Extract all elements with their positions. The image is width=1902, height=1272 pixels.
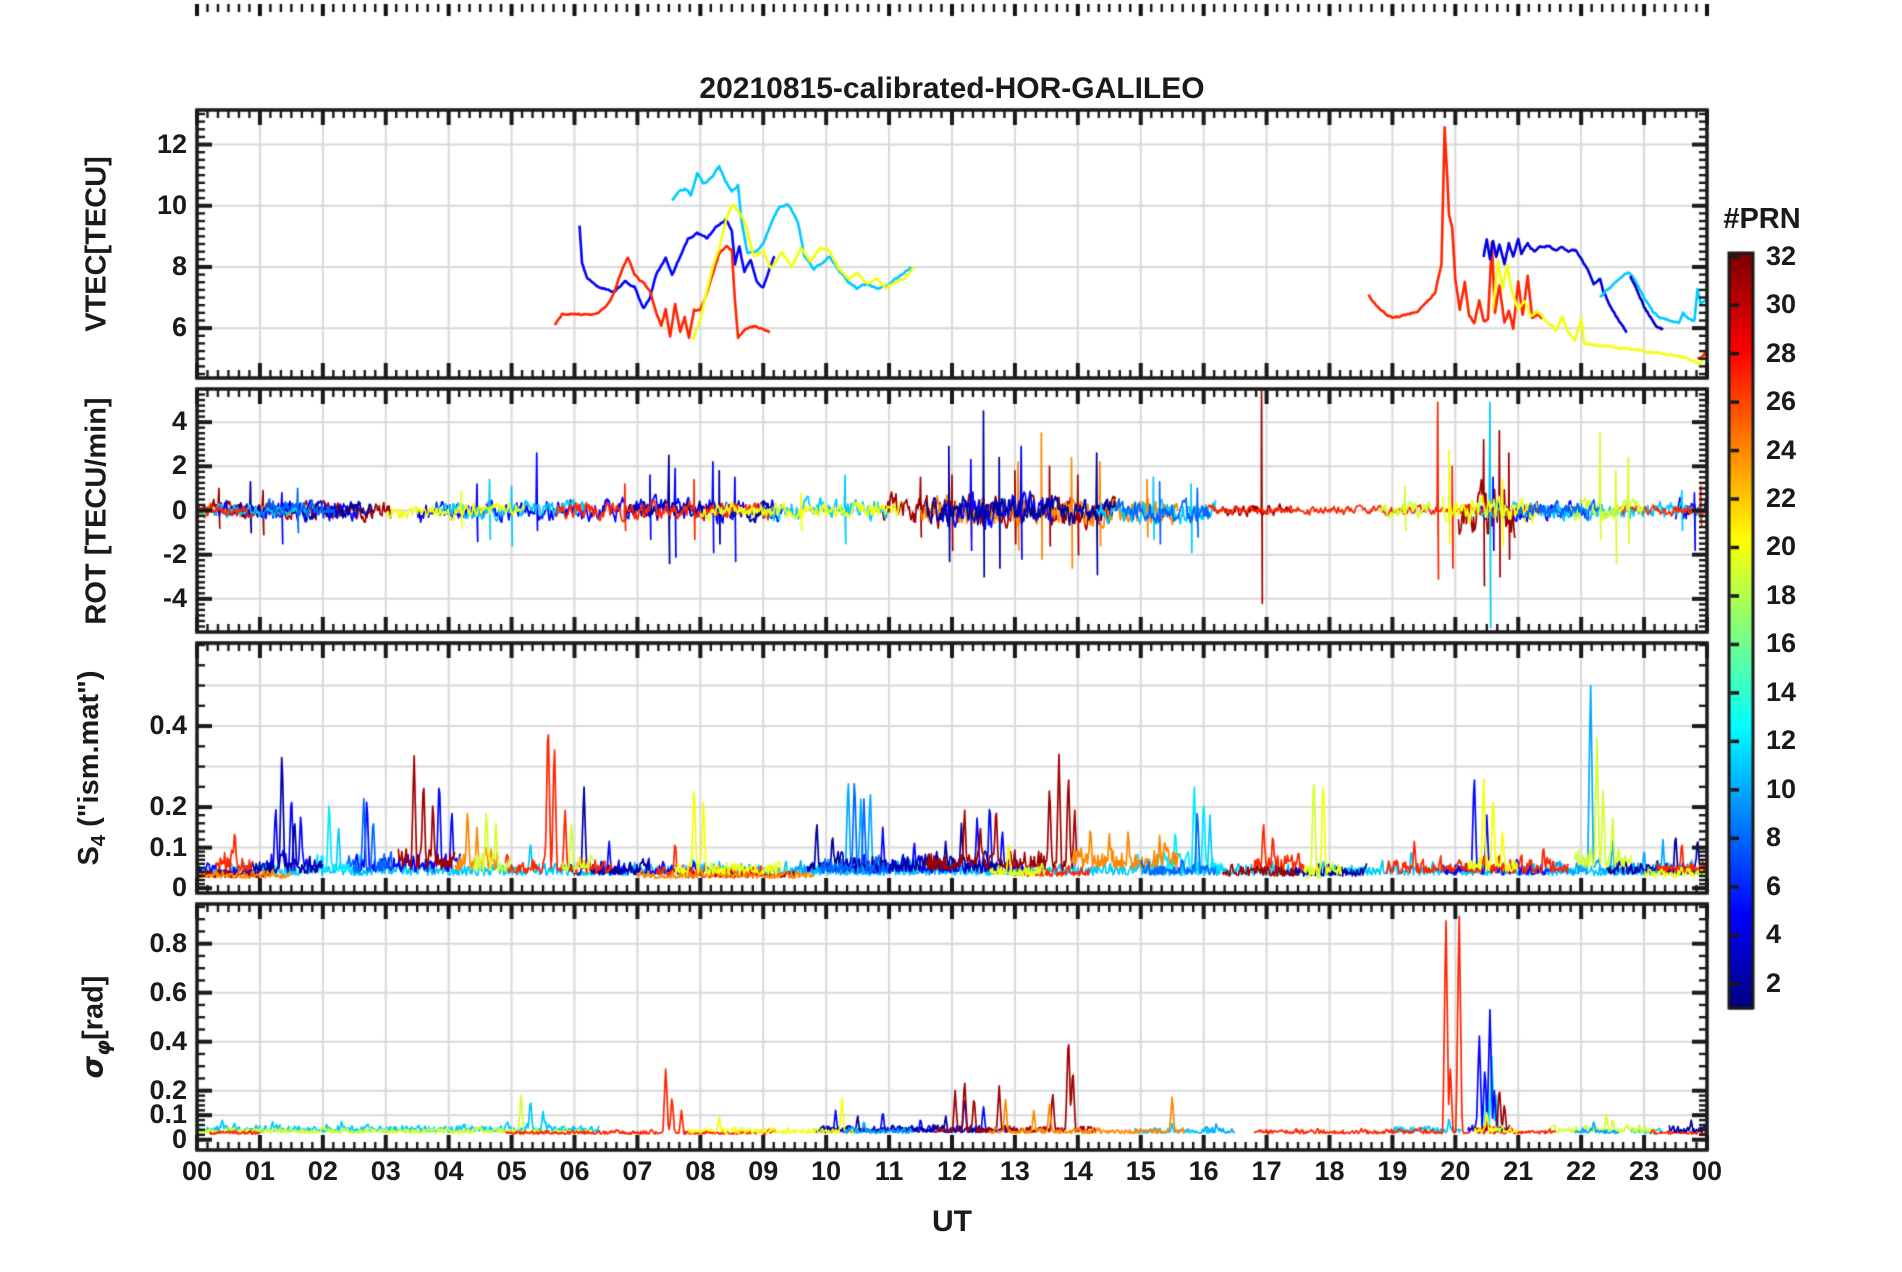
y-tick-label: 0 bbox=[171, 1123, 187, 1154]
y-tick-label: 0.4 bbox=[149, 1025, 187, 1056]
y-tick-label: 0.1 bbox=[149, 1099, 187, 1130]
y-tick-label: -4 bbox=[162, 582, 187, 613]
colorbar-tick-label: 26 bbox=[1766, 386, 1797, 417]
x-tick-label: 06 bbox=[559, 1156, 590, 1186]
x-tick-label: 09 bbox=[748, 1156, 779, 1186]
y-tick-label: 0 bbox=[171, 872, 187, 903]
colorbar-tick-label: 30 bbox=[1766, 289, 1797, 320]
colorbar-tick-label: 20 bbox=[1766, 531, 1797, 562]
y-tick-label: 0.2 bbox=[149, 791, 187, 822]
x-tick-label: 05 bbox=[496, 1156, 527, 1186]
colorbar-tick-label: 10 bbox=[1766, 773, 1797, 804]
y-axis-label-vtec-text: VTEC[TECU] bbox=[80, 156, 113, 332]
x-tick-label: 17 bbox=[1251, 1156, 1282, 1186]
x-tick-label: 20 bbox=[1440, 1156, 1471, 1186]
colorbar-tick-label: 24 bbox=[1766, 434, 1797, 465]
colorbar-title: #PRN bbox=[1723, 203, 1801, 235]
x-axis-label: UT bbox=[932, 1205, 972, 1238]
colorbar-tick-label: 12 bbox=[1766, 725, 1797, 756]
colorbar-tick-label: 14 bbox=[1766, 676, 1797, 707]
x-tick-label: 22 bbox=[1566, 1156, 1597, 1186]
x-tick-label: 00 bbox=[1691, 1156, 1723, 1186]
x-tick-label: 23 bbox=[1629, 1156, 1660, 1186]
y-tick-label: -2 bbox=[162, 538, 187, 569]
x-tick-label: 15 bbox=[1125, 1156, 1156, 1186]
colorbar-tick-label: 2 bbox=[1766, 967, 1782, 998]
y-tick-label: 8 bbox=[171, 250, 187, 281]
x-tick-label: 18 bbox=[1314, 1156, 1345, 1186]
colorbar-tick-label: 22 bbox=[1766, 483, 1797, 513]
x-tick-label: 02 bbox=[307, 1156, 338, 1186]
colorbar-tick-label: 6 bbox=[1766, 870, 1782, 901]
colorbar-tick-label: 18 bbox=[1766, 579, 1797, 610]
y-tick-label: 0.2 bbox=[149, 1074, 187, 1105]
x-tick-label: 03 bbox=[370, 1156, 401, 1186]
y-tick-label: 0.1 bbox=[149, 831, 187, 862]
x-tick-label: 08 bbox=[685, 1156, 716, 1186]
x-tick-label: 11 bbox=[874, 1156, 904, 1186]
x-tick-label: 04 bbox=[433, 1156, 464, 1186]
colorbar-tick-label: 16 bbox=[1766, 628, 1797, 659]
x-tick-label: 07 bbox=[622, 1156, 653, 1186]
x-tick-label: 21 bbox=[1503, 1156, 1534, 1186]
y-tick-label: 0.8 bbox=[149, 927, 187, 958]
colorbar-tick-label: 8 bbox=[1766, 822, 1782, 853]
y-tick-label: 0.4 bbox=[149, 710, 187, 741]
y-tick-label: 6 bbox=[171, 312, 187, 343]
x-tick-label: 00 bbox=[181, 1156, 213, 1186]
y-tick-label: 0 bbox=[171, 494, 187, 525]
x-tick-label: 10 bbox=[811, 1156, 842, 1186]
x-tick-label: 12 bbox=[936, 1156, 968, 1186]
colorbar-tick-label: 4 bbox=[1766, 919, 1782, 950]
y-tick-label: 2 bbox=[171, 450, 187, 481]
x-tick-label: 19 bbox=[1377, 1156, 1408, 1186]
x-tick-label: 13 bbox=[999, 1156, 1030, 1186]
chart-title: 20210815-calibrated-HOR-GALILEO bbox=[699, 72, 1205, 105]
x-tick-label: 01 bbox=[244, 1156, 275, 1186]
y-tick-label: 0.6 bbox=[149, 976, 187, 1007]
x-tick-label: 14 bbox=[1062, 1156, 1093, 1186]
y-tick-label: 10 bbox=[156, 189, 187, 220]
y-axis-label-vtec: VTEC[TECU] bbox=[81, 156, 114, 332]
colorbar-tick-label: 32 bbox=[1766, 240, 1797, 271]
y-tick-label: 4 bbox=[171, 406, 187, 437]
y-tick-label: 12 bbox=[156, 128, 187, 159]
colorbar-tick-label: 28 bbox=[1766, 337, 1797, 368]
x-tick-label: 16 bbox=[1188, 1156, 1219, 1186]
